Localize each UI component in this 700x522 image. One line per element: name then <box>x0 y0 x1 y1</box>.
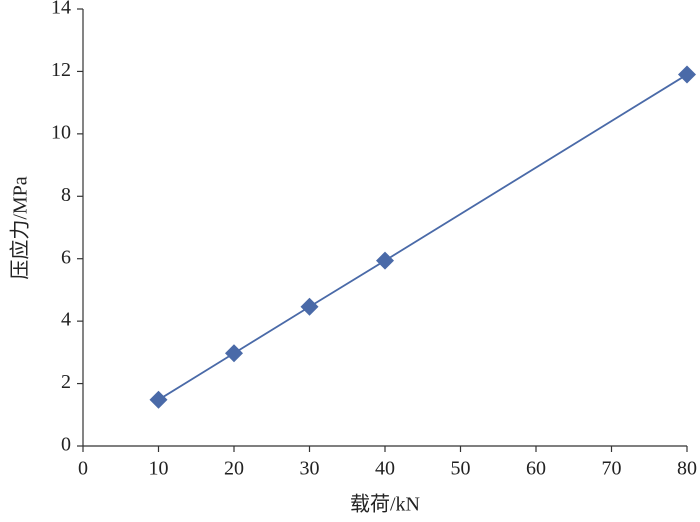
x-tick-label: 10 <box>149 458 169 480</box>
y-axis-title: 压应力/MPa <box>9 176 32 279</box>
x-tick-label: 60 <box>526 458 546 480</box>
x-axis-title: 载荷/kN <box>350 493 420 516</box>
y-tick-label: 8 <box>61 184 71 206</box>
x-tick-label: 0 <box>78 458 88 480</box>
x-tick-label: 20 <box>224 458 244 480</box>
y-tick-label: 12 <box>51 59 71 81</box>
y-tick-label: 10 <box>51 121 71 143</box>
data-point <box>225 344 243 363</box>
y-tick-label: 0 <box>61 434 71 456</box>
data-point <box>678 65 696 84</box>
x-tick-label: 80 <box>677 458 697 480</box>
data-point <box>300 297 319 316</box>
y-tick-label: 6 <box>61 246 71 268</box>
y-tick-label: 2 <box>61 371 71 393</box>
x-tick-label: 50 <box>451 458 471 480</box>
y-tick-label: 4 <box>61 309 71 331</box>
x-tick-label: 40 <box>375 458 395 480</box>
x-tick-label: 70 <box>602 458 622 480</box>
y-tick-label: 14 <box>51 0 71 19</box>
data-point <box>149 390 168 409</box>
data-point <box>376 251 394 270</box>
x-tick-label: 30 <box>300 458 320 480</box>
